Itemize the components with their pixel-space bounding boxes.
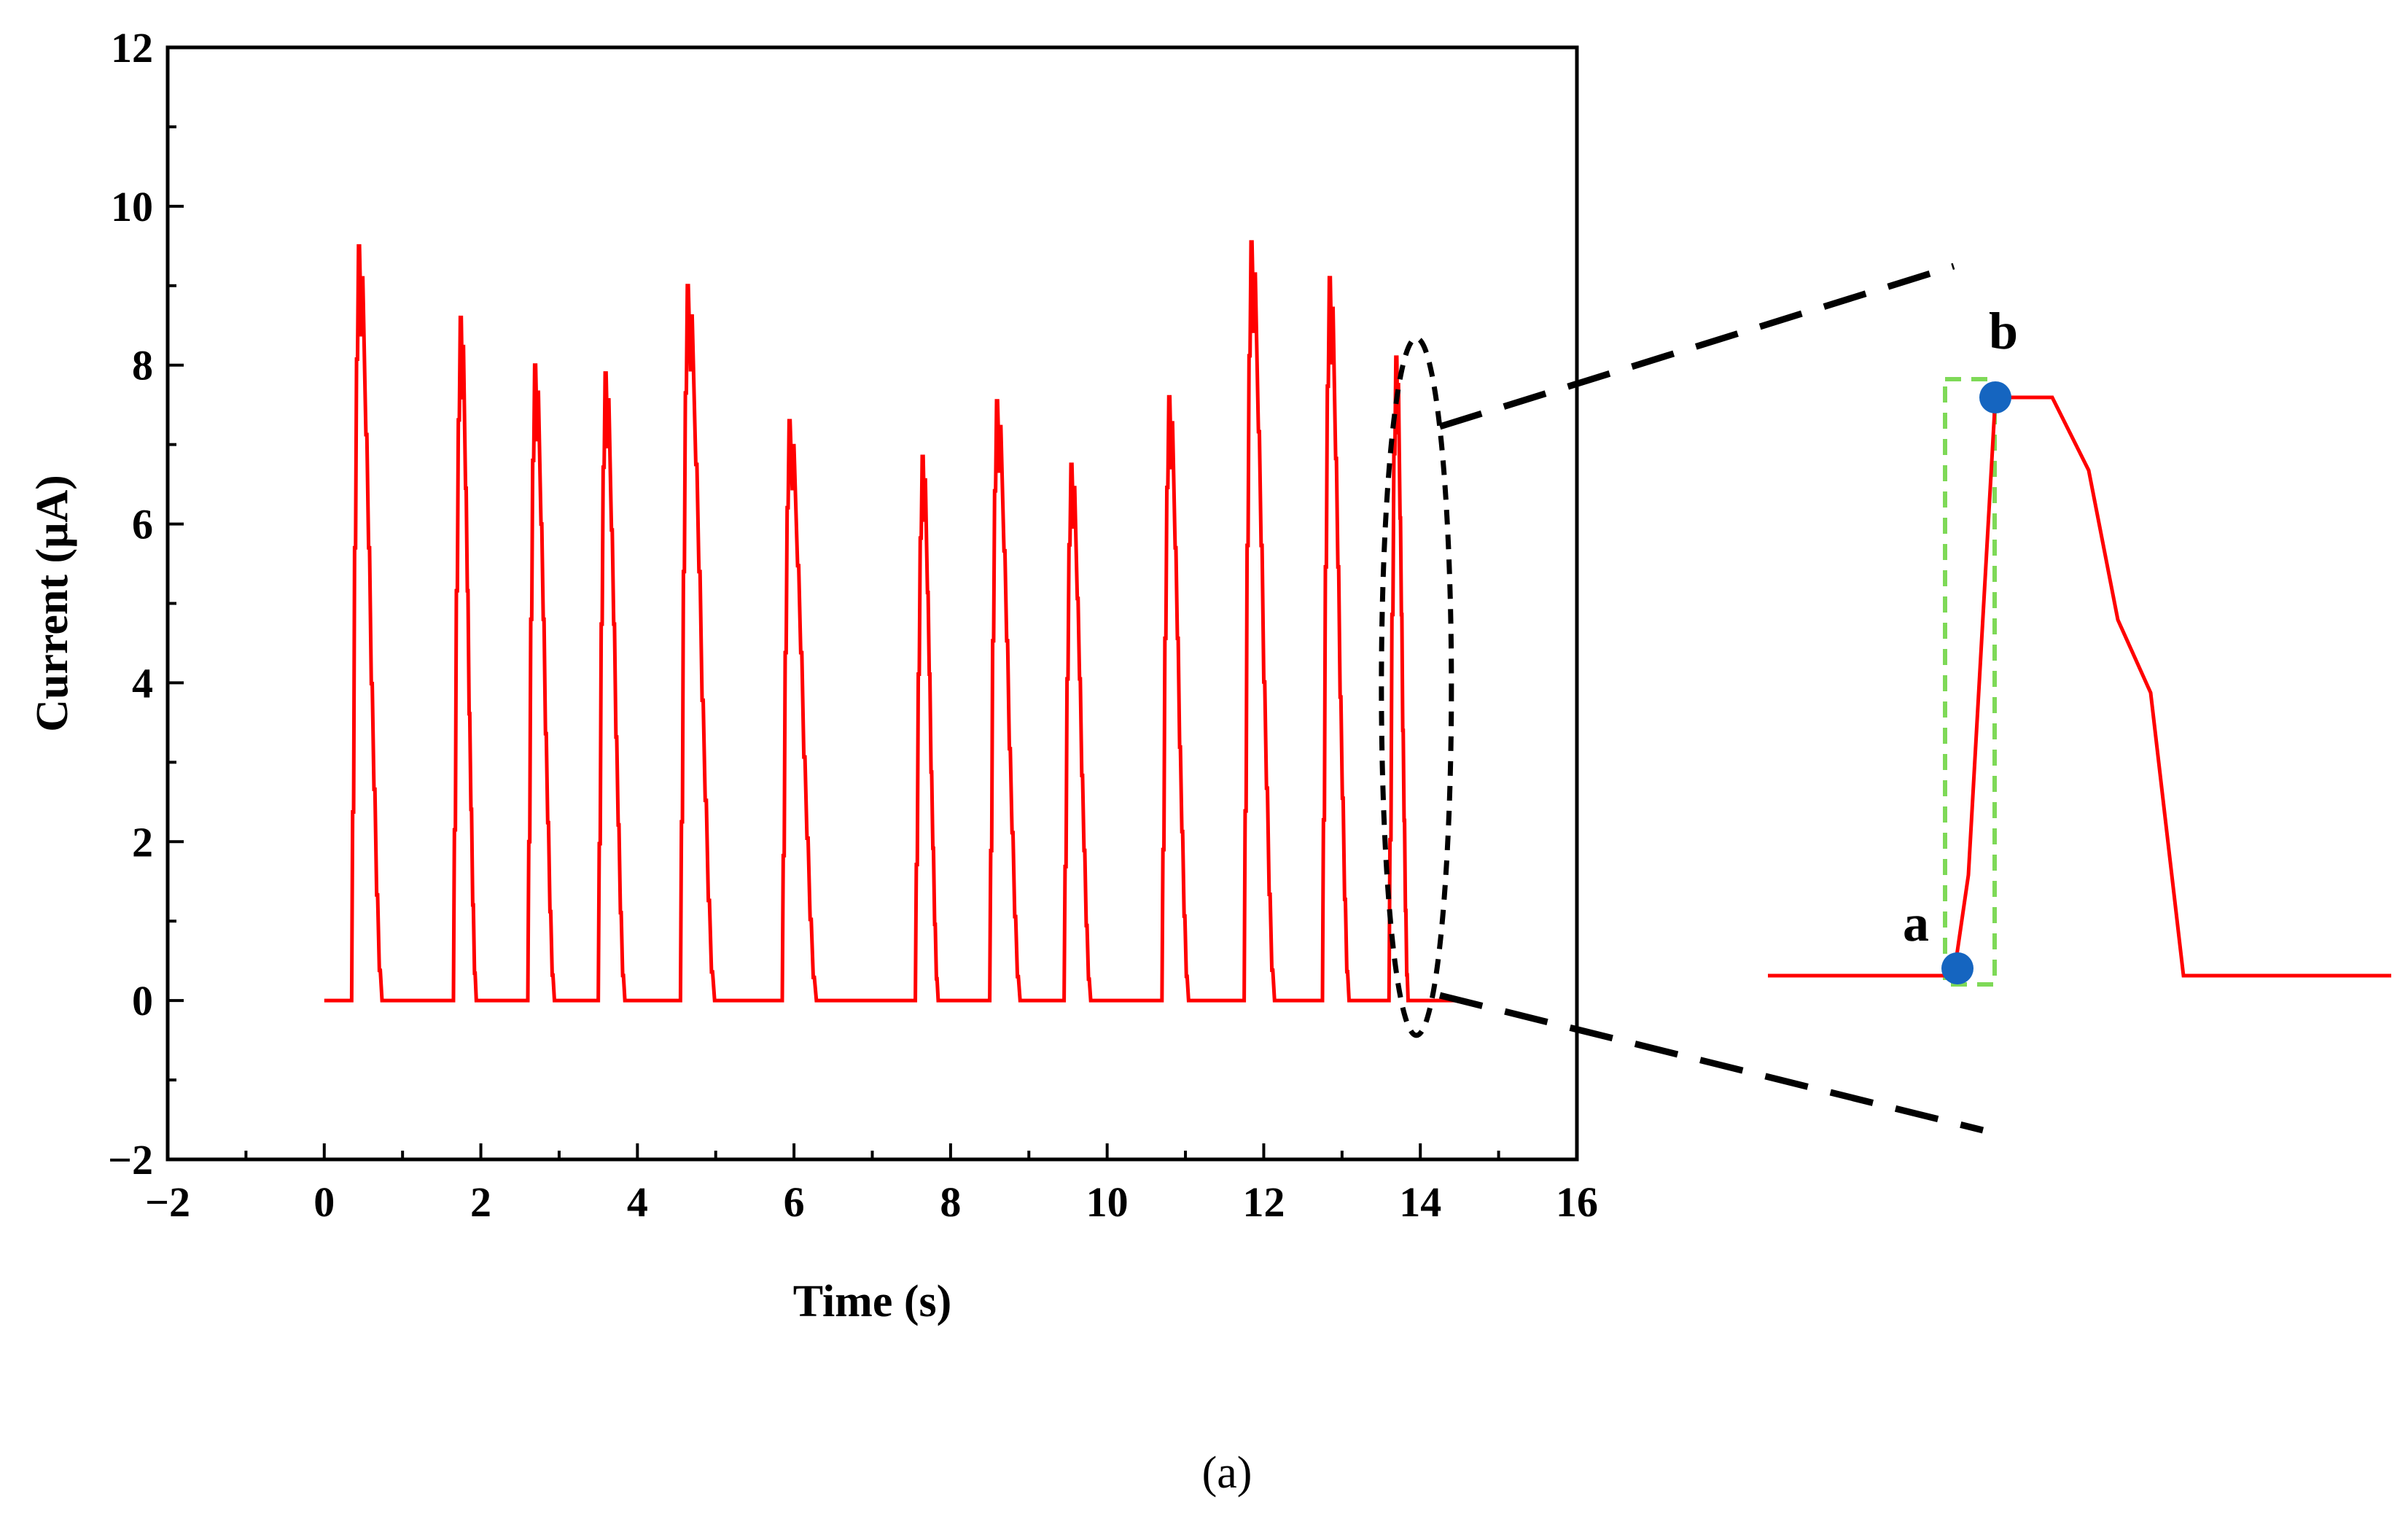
x-tick-label: 6: [784, 1178, 805, 1226]
y-axis-title: Current (μA): [28, 475, 77, 732]
x-tick-label: 14: [1399, 1178, 1441, 1226]
y-tick-label: 4: [132, 659, 153, 707]
x-tick-label: 16: [1556, 1178, 1598, 1226]
zoom-line-top: [1438, 263, 1955, 430]
zoom-inset: a b: [1768, 302, 2391, 987]
y-tick-label: 0: [132, 977, 153, 1025]
zoomed-pulse-line: [1768, 395, 2391, 978]
x-tick-label: 8: [940, 1178, 961, 1226]
x-tick-label: 12: [1242, 1178, 1285, 1226]
y-tick-label: 10: [111, 183, 153, 230]
x-tick-label: 0: [313, 1178, 335, 1226]
y-tick-label: 12: [111, 24, 153, 71]
current-signal-line: [324, 240, 1460, 1003]
y-tick-label: 2: [132, 818, 153, 866]
x-axis-title: Time (s): [793, 1277, 952, 1326]
x-tick-label: 2: [470, 1178, 491, 1226]
point-b-label: b: [1989, 302, 2018, 360]
y-tick-label: 8: [132, 342, 153, 389]
plot-frame: [165, 45, 1579, 1162]
x-axis-ticks: −2 0 2 4 6 8 10 12 14 16: [145, 1143, 1598, 1226]
point-b-marker: [1979, 381, 2011, 413]
figure-caption: (a): [1202, 1448, 1252, 1498]
x-tick-label: 4: [627, 1178, 648, 1226]
y-axis-ticks: −2 0 2 4 6 8 10 12: [108, 24, 184, 1183]
x-tick-label: 10: [1086, 1178, 1129, 1226]
highlight-ellipse: [1379, 335, 1454, 1038]
point-a-label: a: [1903, 894, 1929, 952]
zoom-line-bottom: [1438, 992, 1984, 1134]
rise-highlight-box: [1943, 377, 1997, 987]
y-tick-label: 6: [132, 501, 153, 548]
main-plot: −2 0 2 4 6 8 10 12 14 16 −2 0 2 4 6 8 10 12 Time (s) Cur…: [28, 24, 1598, 1326]
point-a-marker: [1941, 952, 1973, 984]
x-tick-label: −2: [145, 1178, 190, 1226]
y-tick-label: −2: [108, 1136, 153, 1183]
